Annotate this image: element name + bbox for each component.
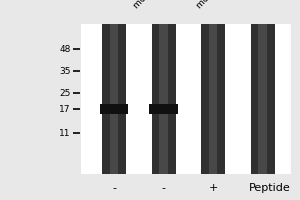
Text: 48: 48 <box>59 45 70 53</box>
Text: -: - <box>161 183 166 193</box>
Text: mouse brain: mouse brain <box>194 0 239 10</box>
Text: Peptide: Peptide <box>249 183 291 193</box>
Bar <box>201 24 225 174</box>
Text: +: + <box>208 183 218 193</box>
Bar <box>258 24 267 174</box>
Text: 17: 17 <box>59 104 70 114</box>
Text: 11: 11 <box>59 129 70 138</box>
Bar <box>250 24 274 174</box>
Bar <box>102 24 126 174</box>
Bar <box>81 24 291 174</box>
Text: -: - <box>112 183 116 193</box>
Bar <box>152 24 176 174</box>
Bar <box>149 104 178 114</box>
Bar <box>159 24 168 174</box>
Bar <box>209 24 217 174</box>
Text: 35: 35 <box>59 66 70 75</box>
Text: mouse muscle: mouse muscle <box>131 0 183 10</box>
Bar <box>100 104 128 114</box>
Text: 25: 25 <box>59 88 70 98</box>
Bar <box>110 24 118 174</box>
